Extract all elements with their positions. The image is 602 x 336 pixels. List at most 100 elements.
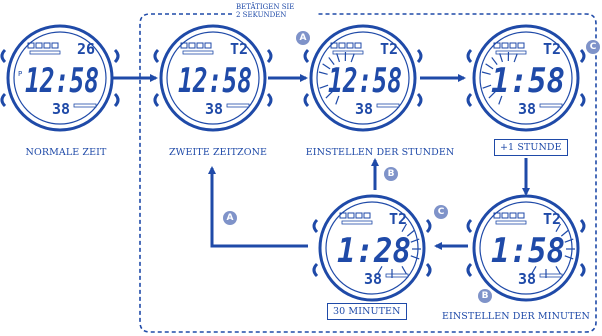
blink-ray <box>350 53 355 63</box>
lcd-bar <box>332 50 364 55</box>
press-duration-note: BETÄTIGEN SIE 2 SEKUNDEN <box>236 3 294 19</box>
lcd-segment <box>180 42 188 49</box>
lcd-segment <box>338 42 346 49</box>
watch-button <box>303 48 310 64</box>
watch-button <box>416 48 423 64</box>
lcd-seconds: 38 <box>518 270 536 288</box>
watch-button <box>312 218 319 234</box>
dashed-frame <box>139 13 597 333</box>
lcd-bar <box>182 50 214 55</box>
blink-ray <box>322 63 331 70</box>
button-b-badge-to-hours: B <box>384 167 398 181</box>
lcd-bar <box>495 220 527 225</box>
blink-ray <box>335 95 340 105</box>
blink-ray <box>482 84 492 89</box>
lcd-bar <box>376 103 400 108</box>
label-second-timezone: ZWEITE ZEITZONE <box>168 147 268 158</box>
watch-button <box>312 262 319 278</box>
lcd-top-indicator: T2 <box>389 210 407 228</box>
lcd-segment <box>493 212 501 219</box>
watch-button <box>579 262 586 278</box>
lcd-seconds: 38 <box>518 100 536 118</box>
note-line-2: 2 SEKUNDEN <box>236 11 287 19</box>
blink-ray <box>328 57 335 65</box>
watch-button <box>416 92 423 108</box>
lcd-time: 12:58 <box>178 61 252 101</box>
label-set-hours: EINSTELLEN DER STUNDEN <box>305 147 455 158</box>
lcd-segment <box>347 212 355 219</box>
label-plus-one-hour: +1 STUNDE <box>494 139 568 156</box>
button-a-badge-set-hours: A <box>296 31 310 45</box>
blink-ray <box>376 266 383 275</box>
note-line-1: BETÄTIGEN SIE <box>236 3 295 11</box>
lcd-segment <box>339 212 347 219</box>
lcd-bar <box>495 50 527 55</box>
watch-button <box>579 92 586 108</box>
lcd-segment <box>363 212 371 219</box>
watch-button <box>113 92 120 108</box>
watch-button <box>579 48 586 64</box>
watch-button <box>153 48 160 64</box>
lcd-time: 12:58 <box>25 61 99 101</box>
label-set-minutes: EINSTELLEN DER MINUTEN <box>442 311 590 322</box>
blink-ray <box>485 63 494 70</box>
watch-bezel <box>13 31 107 125</box>
lcd-bar <box>539 103 563 108</box>
blink-ray <box>555 223 562 232</box>
lcd-segment <box>188 42 196 49</box>
blink-ray <box>498 95 503 105</box>
lcd-bar <box>73 103 97 108</box>
lcd-segment <box>354 42 362 49</box>
lcd-seconds: 38 <box>52 100 70 118</box>
lcd-top-indicator: T2 <box>230 40 248 58</box>
watch-button <box>303 92 310 108</box>
blink-ray <box>564 255 574 260</box>
blink-ray <box>336 53 341 63</box>
lcd-segment <box>330 42 338 49</box>
lcd-segment <box>43 42 51 49</box>
lcd-top-indicator: T2 <box>543 210 561 228</box>
blink-ray <box>491 57 498 65</box>
watch-bezel <box>479 201 573 295</box>
lcd-segment <box>509 42 517 49</box>
lcd-segment <box>517 42 525 49</box>
label-normal-time: NORMALE ZEIT <box>25 147 107 158</box>
lcd-bar <box>341 220 373 225</box>
blink-ray <box>499 53 504 63</box>
watch-button <box>266 48 273 64</box>
lcd-segment <box>493 42 501 49</box>
blink-ray <box>319 84 329 89</box>
lcd-time: 1:28 <box>337 231 411 271</box>
lcd-seconds: 38 <box>355 100 373 118</box>
lcd-pm-indicator: P <box>18 70 22 78</box>
blink-ray <box>406 229 415 237</box>
blink-ray <box>318 71 328 75</box>
lcd-segment <box>196 42 204 49</box>
blink-ray <box>555 266 562 275</box>
watch-button <box>266 92 273 108</box>
blink-ray <box>481 71 491 75</box>
lcd-seconds: 38 <box>205 100 223 118</box>
lcd-bar <box>226 103 250 108</box>
watch-button <box>0 92 7 108</box>
button-a-badge-back-to-zone2: A <box>223 211 237 225</box>
lcd-segment <box>35 42 43 49</box>
blink-ray <box>325 91 333 99</box>
watch-button <box>0 48 7 64</box>
blink-ray <box>488 91 496 99</box>
blink-ray <box>560 229 569 237</box>
label-thirty-minutes: 30 MINUTEN <box>327 303 407 320</box>
lcd-segment <box>355 212 363 219</box>
blink-ray <box>410 255 420 260</box>
lcd-top-indicator: 26 <box>77 40 95 58</box>
lcd-bar <box>385 273 409 278</box>
watch-bezel <box>166 31 260 125</box>
blink-ray <box>401 266 408 275</box>
watch-button <box>113 48 120 64</box>
